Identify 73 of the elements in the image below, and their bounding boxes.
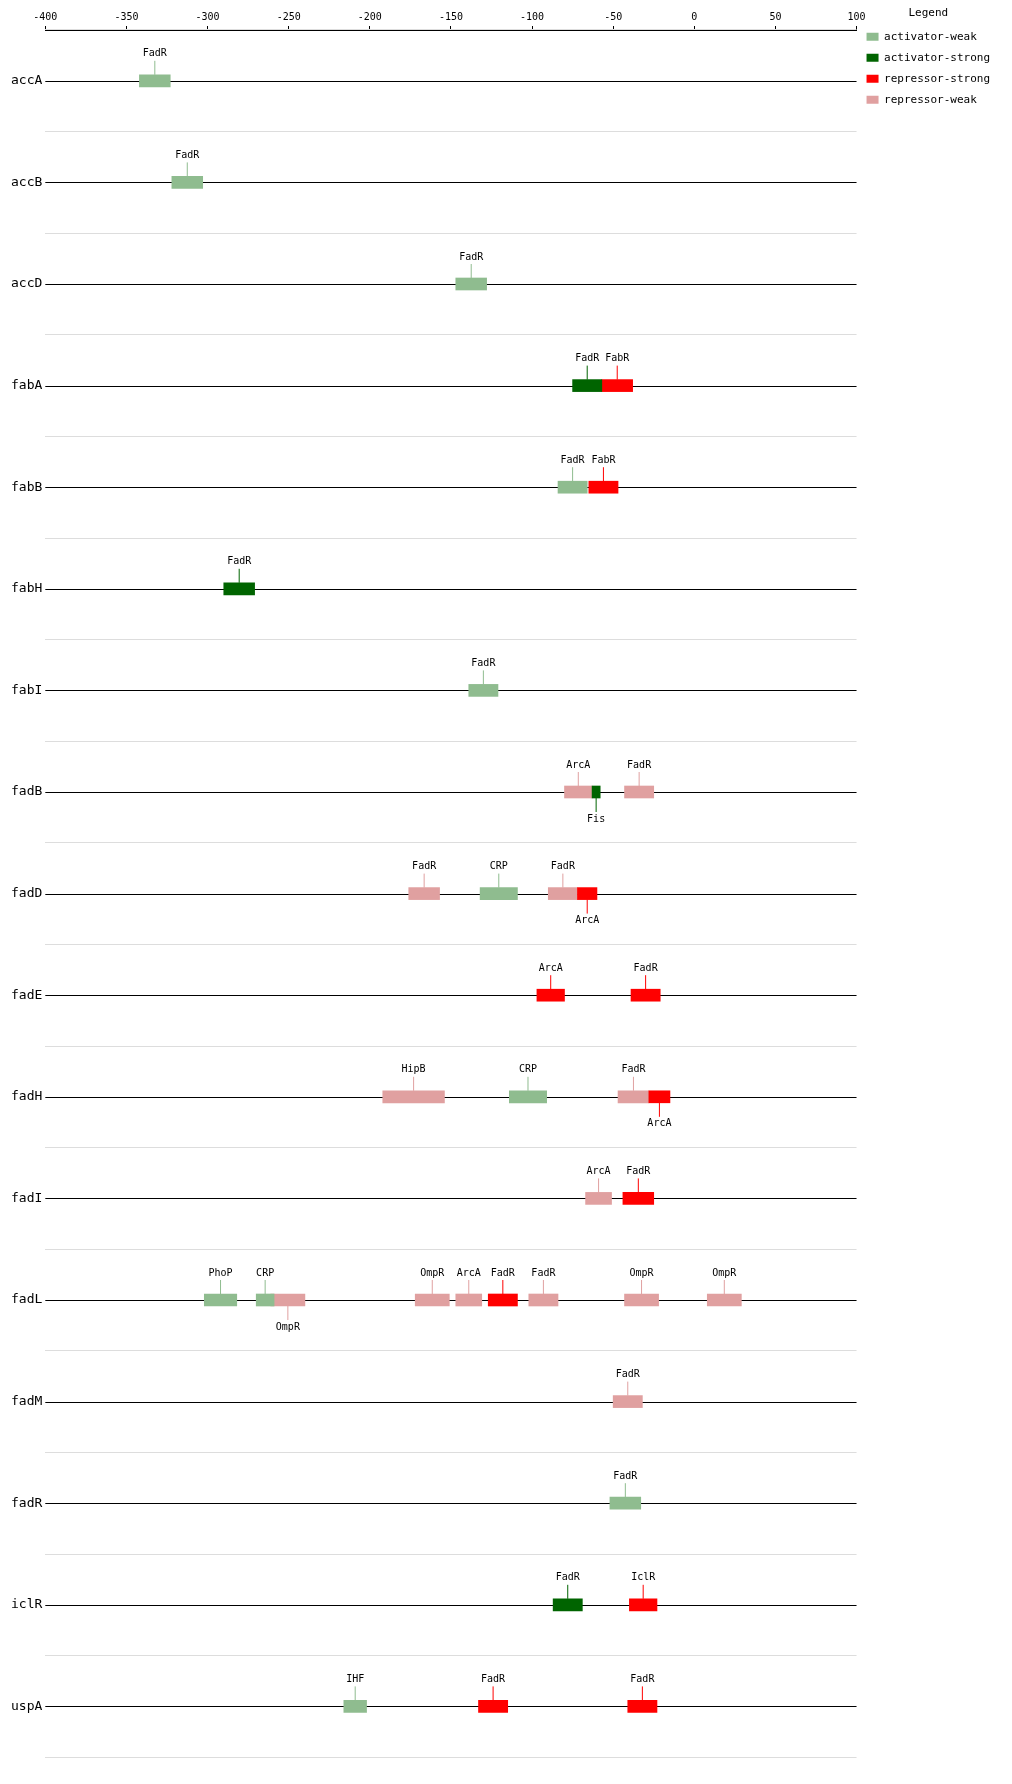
data-label: FadR [627,758,653,770]
y-tick-label: fadM [10,1392,43,1408]
data-label: OmpR [275,1320,301,1332]
y-tick-label: fabI [10,681,43,697]
data-label: IclR [631,1571,657,1583]
y-tick-label: fabH [10,580,43,596]
data-label: FadR [471,656,497,668]
data-label: OmpR [420,1266,446,1278]
data-label: FadR [633,961,659,973]
data-label: FadR [626,1164,652,1176]
data-label: PhoP [208,1266,233,1278]
y-tick-label: accA [10,72,43,88]
data-label: FadR [175,148,201,160]
data-label: FadR [630,1672,656,1684]
x-tick-label: -100 [520,10,545,22]
data-label: FadR [560,453,586,465]
data-label: FabR [605,352,631,364]
y-tick-label: fadL [10,1291,43,1307]
y-tick-label: fadB [10,783,43,799]
x-tick-label: -300 [195,10,220,22]
y-tick-label: fadD [10,884,43,900]
data-label: FadR [531,1266,557,1278]
legend-label: activator-weak [884,29,978,43]
y-tick-label: fadH [10,1088,43,1104]
data-label: HipB [401,1063,426,1075]
data-label: FadR [142,47,168,59]
y-tick-label: fadI [10,1189,43,1205]
y-tick-label: fadE [10,986,43,1002]
data-label: OmpR [629,1266,655,1278]
data-label: FadR [621,1063,647,1075]
legend-title: Legend [908,6,949,20]
data-label: ArcA [566,758,591,770]
y-tick-label: iclR [10,1596,43,1612]
data-label: FadR [459,250,485,262]
y-tick-label: accB [10,173,43,189]
x-tick-label: 0 [691,10,698,22]
data-label: CRP [489,860,508,872]
data-label: ArcA [456,1266,481,1278]
data-label: FadR [575,352,601,364]
data-label: FadR [227,555,253,567]
data-label: FadR [550,860,576,872]
data-label: FadR [481,1672,507,1684]
data-label: FadR [613,1469,639,1481]
legend-label: repressor-weak [884,92,978,106]
data-label: FabR [591,453,617,465]
y-tick-label: fadR [10,1494,43,1510]
x-tick-label: -50 [604,10,623,22]
data-label: FadR [555,1571,581,1583]
x-tick-label: -200 [357,10,382,22]
x-tick-label: -350 [114,10,139,22]
data-label: OmpR [712,1266,738,1278]
data-label: ArcA [575,914,600,926]
y-tick-label: accD [10,275,43,291]
x-tick-label: -250 [276,10,301,22]
data-label: ArcA [586,1164,611,1176]
data-label: IHF [346,1672,365,1684]
x-tick-label: -400 [33,10,58,22]
data-label: CRP [518,1063,538,1075]
legend-label: repressor-strong [884,71,991,85]
data-label: FadR [490,1266,516,1278]
y-tick-label: fabA [10,376,43,392]
y-tick-label: uspA [10,1697,43,1713]
data-label: CRP [256,1266,275,1278]
data-label: ArcA [538,961,563,973]
x-tick-label: 100 [847,10,866,22]
x-tick-label: -150 [438,10,463,22]
data-label: FadR [615,1368,641,1380]
legend-label: activator-strong [884,50,991,64]
data-label: FadR [412,860,438,872]
data-label: Fis [587,812,606,824]
y-tick-label: fabB [10,478,43,494]
data-label: ArcA [647,1117,672,1129]
x-tick-label: 50 [769,10,782,22]
